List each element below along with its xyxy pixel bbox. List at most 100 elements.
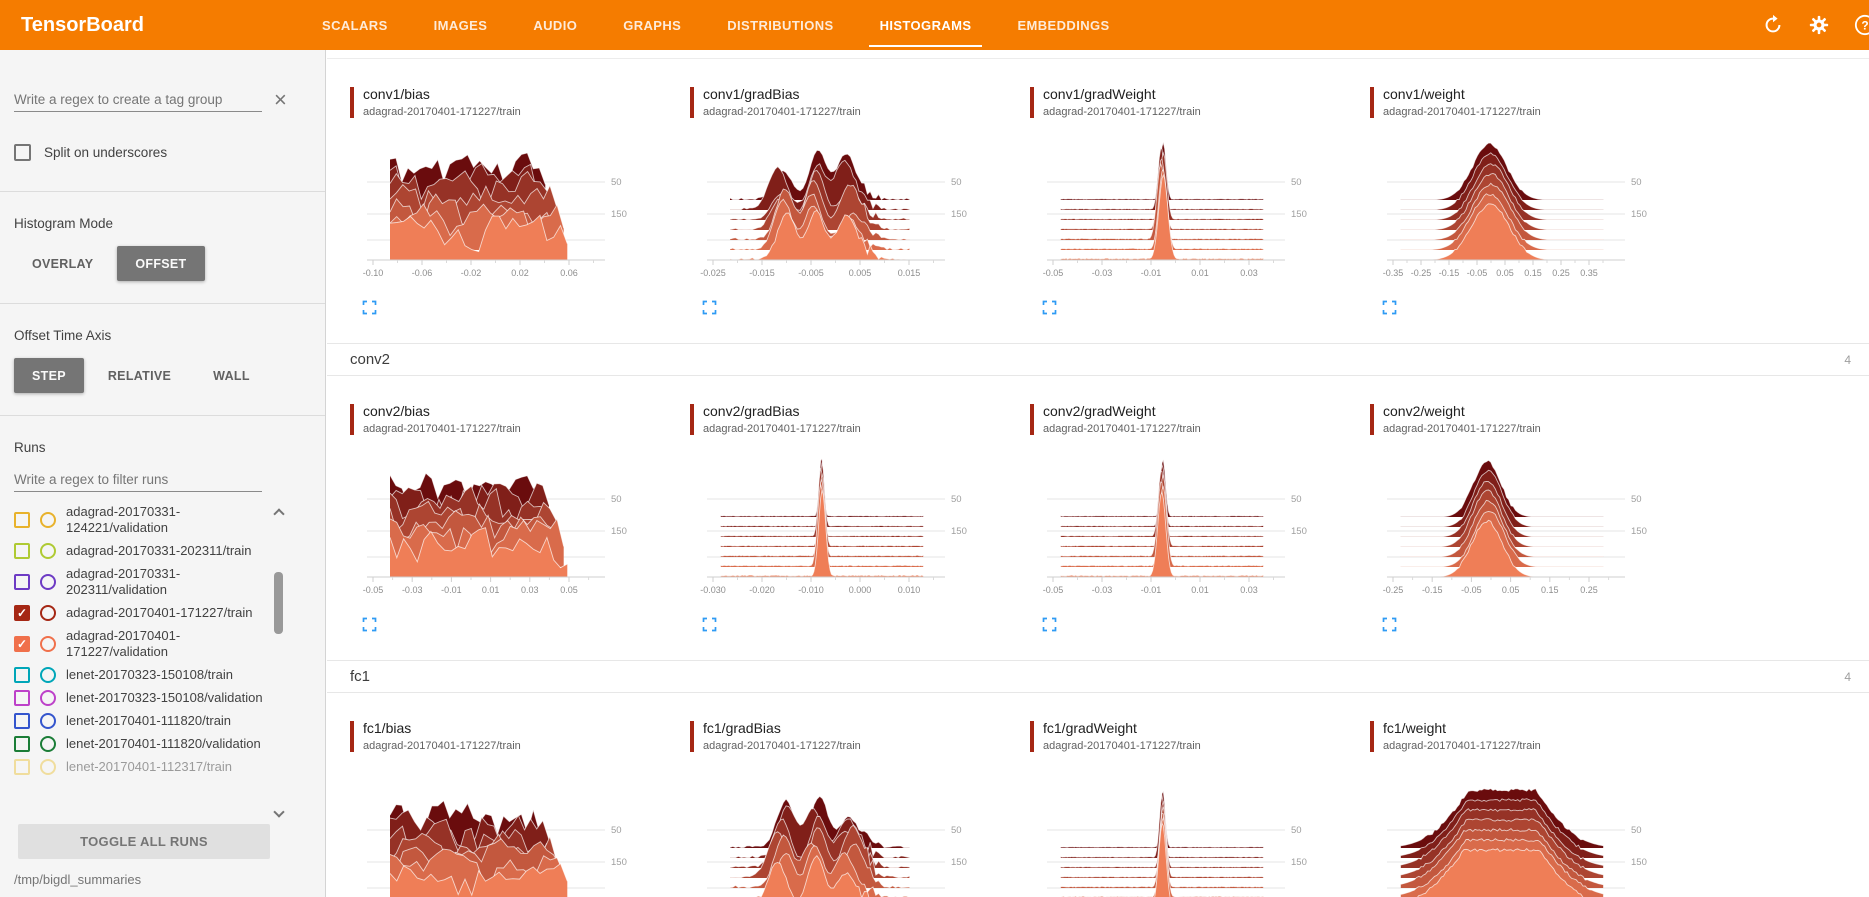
- histogram-ridgeline-chart[interactable]: 50 150 -0.35 -0.25 -0.15 -0.05 0.05 0.15 0.25 0.3…: [1379, 136, 1659, 286]
- run-radio[interactable]: [40, 636, 56, 652]
- tag-regex-input[interactable]: [14, 88, 262, 112]
- run-regex-input[interactable]: [14, 468, 262, 492]
- run-checkbox[interactable]: [14, 736, 30, 752]
- expand-chart-button[interactable]: [1041, 300, 1058, 317]
- run-radio[interactable]: [40, 574, 56, 590]
- scrollbar-thumb[interactable]: [274, 572, 283, 634]
- section-card-count: 4: [1844, 352, 1851, 367]
- run-checkbox[interactable]: [14, 713, 30, 729]
- expand-icon: [1042, 300, 1057, 315]
- run-radio[interactable]: [40, 736, 56, 752]
- log-directory-path: /tmp/bigdl_summaries: [14, 872, 142, 887]
- run-checkbox[interactable]: [14, 605, 30, 621]
- chart-run-label: adagrad-20170401-171227/train: [1043, 740, 1201, 752]
- run-radio[interactable]: [40, 667, 56, 683]
- split-underscores-checkbox[interactable]: [14, 144, 31, 161]
- refresh-button[interactable]: [1761, 13, 1785, 37]
- expand-chart-button[interactable]: [701, 300, 718, 317]
- svg-text:-0.03: -0.03: [402, 585, 423, 595]
- run-checkbox[interactable]: [14, 574, 30, 590]
- chart-run-label: adagrad-20170401-171227/train: [1043, 106, 1201, 118]
- svg-text:-0.02: -0.02: [461, 268, 482, 278]
- histogram-ridgeline-chart[interactable]: 50 150: [699, 784, 979, 897]
- tab-embeddings[interactable]: EMBEDDINGS: [1017, 17, 1110, 33]
- svg-text:50: 50: [951, 494, 962, 505]
- run-radio[interactable]: [40, 690, 56, 706]
- help-button[interactable]: ?: [1853, 13, 1869, 37]
- histogram-ridgeline-chart[interactable]: 50 150 -0.05 -0.03 -0.01 0.01 0.03: [1039, 453, 1319, 603]
- histogram-ridgeline-chart[interactable]: 50 150 -0.025 -0.015 -0.005 0.005 0.015: [699, 136, 979, 286]
- svg-text:-0.05: -0.05: [1043, 585, 1064, 595]
- histogram-ridgeline-chart[interactable]: 50 150: [359, 784, 639, 897]
- run-checkbox[interactable]: [14, 759, 30, 775]
- section-header-conv2[interactable]: conv2 4: [327, 343, 1869, 376]
- run-checkbox[interactable]: [14, 636, 30, 652]
- offset-mode-button[interactable]: OFFSET: [117, 246, 205, 281]
- histogram-ridgeline-chart[interactable]: 50 150 -0.05 -0.03 -0.01 0.01 0.03 0.05: [359, 453, 639, 603]
- svg-text:-0.15: -0.15: [1439, 268, 1460, 278]
- run-radio[interactable]: [40, 543, 56, 559]
- histogram-ridgeline-chart[interactable]: 50 150: [1379, 784, 1659, 897]
- svg-text:0.15: 0.15: [1524, 268, 1542, 278]
- conv1-cards-row: conv1/bias adagrad-20170401-171227/train …: [327, 76, 1869, 330]
- svg-text:50: 50: [1631, 494, 1642, 505]
- tab-histograms[interactable]: HISTOGRAMS: [857, 0, 995, 50]
- overlay-mode-button[interactable]: OVERLAY: [14, 246, 111, 281]
- histogram-ridgeline-chart[interactable]: 50 150 -0.030 -0.020 -0.010 0.000 0.010: [699, 453, 979, 603]
- scroll-down-icon[interactable]: [273, 806, 285, 818]
- relative-axis-button[interactable]: RELATIVE: [90, 358, 189, 393]
- expand-chart-button[interactable]: [1381, 617, 1398, 634]
- chart-run-label: adagrad-20170401-171227/train: [1043, 423, 1201, 435]
- wall-axis-button[interactable]: WALL: [195, 358, 268, 393]
- run-color-bar: [1030, 87, 1034, 118]
- run-radio[interactable]: [40, 759, 56, 775]
- section-card-count: 4: [1844, 669, 1851, 684]
- expand-chart-button[interactable]: [1041, 617, 1058, 634]
- histograms-dashboard: conv1/bias adagrad-20170401-171227/train …: [327, 50, 1869, 897]
- step-axis-button[interactable]: STEP: [14, 358, 84, 393]
- expand-icon: [702, 617, 717, 632]
- scroll-up-icon[interactable]: [273, 508, 285, 520]
- svg-text:50: 50: [1291, 825, 1302, 836]
- run-color-bar: [1030, 404, 1034, 435]
- histogram-ridgeline-chart[interactable]: 50 150 -0.10 -0.06 -0.02 0.02 0.06: [359, 136, 639, 286]
- svg-text:50: 50: [611, 494, 622, 505]
- tab-audio[interactable]: AUDIO: [533, 17, 578, 33]
- chart-tag-title: conv2/weight: [1383, 403, 1465, 419]
- run-checkbox[interactable]: [14, 667, 30, 683]
- histogram-ridgeline-chart[interactable]: 50 150 -0.25 -0.15 -0.05 0.05 0.15 0.25: [1379, 453, 1659, 603]
- expand-chart-button[interactable]: [361, 300, 378, 317]
- tab-graphs[interactable]: GRAPHS: [623, 17, 682, 33]
- chart-header: conv1/gradWeight adagrad-20170401-171227/…: [1030, 86, 1357, 120]
- svg-text:-0.25: -0.25: [1383, 585, 1404, 595]
- chart-run-label: adagrad-20170401-171227/train: [363, 106, 521, 118]
- settings-button[interactable]: [1807, 13, 1831, 37]
- run-radio[interactable]: [40, 512, 56, 528]
- tab-scalars[interactable]: SCALARS: [322, 17, 388, 33]
- expand-chart-button[interactable]: [701, 617, 718, 634]
- clear-regex-button[interactable]: ×: [274, 89, 287, 111]
- expand-chart-button[interactable]: [1381, 300, 1398, 317]
- section-divider: [327, 50, 1869, 59]
- section-header-fc1[interactable]: fc1 4: [327, 660, 1869, 693]
- tab-distributions[interactable]: DISTRIBUTIONS: [727, 17, 834, 33]
- run-color-bar: [690, 87, 694, 118]
- run-checkbox[interactable]: [14, 690, 30, 706]
- tab-images[interactable]: IMAGES: [433, 17, 488, 33]
- run-checkbox[interactable]: [14, 543, 30, 559]
- chart-run-label: adagrad-20170401-171227/train: [363, 423, 521, 435]
- run-radio[interactable]: [40, 605, 56, 621]
- histogram-ridgeline-chart[interactable]: 50 150 -0.05 -0.03 -0.01 0.01 0.03: [1039, 136, 1319, 286]
- svg-text:0.05: 0.05: [560, 585, 578, 595]
- run-name: adagrad-20170331-124221/validation: [66, 504, 181, 535]
- run-color-bar: [1370, 721, 1374, 752]
- toggle-all-runs-button[interactable]: TOGGLE ALL RUNS: [18, 824, 270, 859]
- run-row: adagrad-20170331-202311/validation: [14, 566, 267, 598]
- chart-header: fc1/gradWeight adagrad-20170401-171227/tr…: [1030, 720, 1357, 754]
- run-name: adagrad-20170401-171227/validation: [66, 628, 181, 659]
- run-radio[interactable]: [40, 713, 56, 729]
- expand-chart-button[interactable]: [361, 617, 378, 634]
- run-checkbox[interactable]: [14, 512, 30, 528]
- histogram-ridgeline-chart[interactable]: 50 150: [1039, 784, 1319, 897]
- svg-text:0.000: 0.000: [849, 585, 872, 595]
